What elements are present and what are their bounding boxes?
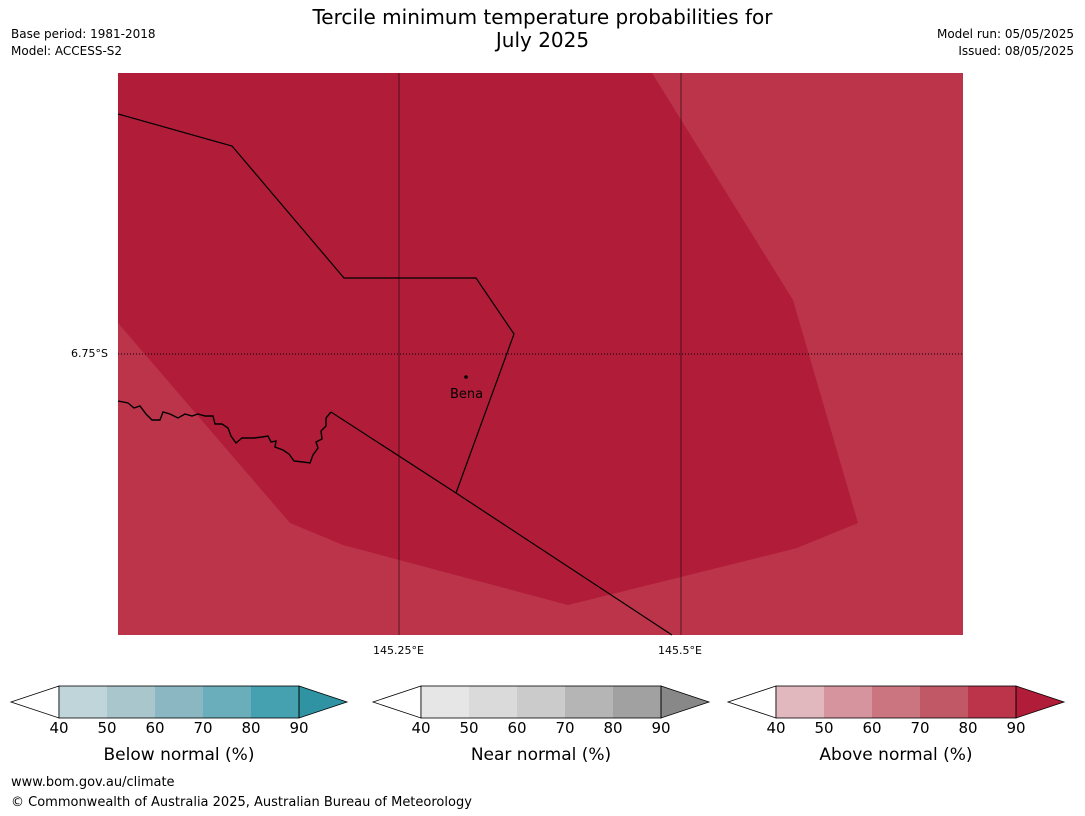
colorbar-near-bin-80-90 (613, 686, 661, 718)
colorbar-below-tick: 70 (193, 719, 213, 737)
colorbar-above-upper-arrow (1015, 685, 1066, 719)
river-boundary-west (117, 400, 332, 464)
colorbar-near-tick: 70 (555, 719, 575, 737)
colorbar-near-outline (420, 685, 662, 719)
colorbar-below-outline (58, 685, 300, 719)
colorbar-above-tick: 40 (766, 719, 786, 737)
colorbar-above-bin-80-90 (968, 686, 1016, 718)
colorbar-near-tick: 80 (603, 719, 623, 737)
probability-region-80-90 (118, 73, 858, 605)
meta-right: Model run: 05/05/2025 Issued: 08/05/2025 (937, 26, 1074, 60)
colorbar-above-bin-60-70 (872, 686, 920, 718)
province-boundary-north (117, 113, 515, 494)
colorbar-above-tick: 60 (862, 719, 882, 737)
colorbar-above-tick: 50 (814, 719, 834, 737)
colorbar-above-lower-arrow (726, 685, 777, 719)
colorbar-above-bin-50-60 (824, 686, 872, 718)
base-period: Base period: 1981-2018 (11, 27, 156, 41)
issued-date: Issued: 08/05/2025 (958, 44, 1074, 58)
colorbar-above-bin-70-80 (920, 686, 968, 718)
colorbar-below-upper-arrow (298, 685, 349, 719)
bena-marker-icon (464, 375, 468, 379)
colorbar-near-bin-60-70 (517, 686, 565, 718)
colorbar-near-title: Near normal (%) (470, 745, 612, 765)
colorbar-above-tick: 80 (958, 719, 978, 737)
colorbar-near-upper-arrow (660, 685, 711, 719)
colorbar-below-tick: 90 (289, 719, 309, 737)
footer-copyright: © Commonwealth of Australia 2025, Austra… (11, 795, 472, 810)
lon-label-145-5: 145.5°E (658, 644, 702, 657)
colorbar-above-normal (726, 685, 1066, 719)
footer-website: www.bom.gov.au/climate (11, 775, 175, 790)
colorbar-above-tick: 90 (1006, 719, 1026, 737)
colorbar-near-tick: 60 (507, 719, 527, 737)
colorbar-near-normal (371, 685, 711, 719)
model-name: Model: ACCESS-S2 (11, 44, 123, 58)
colorbar-below-tick: 50 (97, 719, 117, 737)
place-label-bena: Bena (450, 387, 484, 402)
colorbar-below-normal (9, 685, 349, 719)
lat-label: 6.75°S (71, 347, 108, 360)
colorbar-near-tick: 90 (651, 719, 671, 737)
province-boundary-south (330, 411, 673, 636)
colorbar-below-title: Below normal (%) (103, 745, 255, 765)
colorbar-near-tick: 50 (459, 719, 479, 737)
colorbar-below-bin-40-50 (59, 686, 107, 718)
colorbar-below-lower-arrow (9, 685, 60, 719)
colorbar-below-tick: 40 (49, 719, 69, 737)
colorbar-above-title: Above normal (%) (819, 745, 973, 765)
colorbar-near-bin-70-80 (565, 686, 613, 718)
colorbar-near-bin-40-50 (421, 686, 469, 718)
colorbar-above-tick: 70 (910, 719, 930, 737)
colorbar-above-outline (775, 685, 1017, 719)
colorbar-near-bin-50-60 (469, 686, 517, 718)
colorbar-below-bin-70-80 (203, 686, 251, 718)
colorbar-below-bin-60-70 (155, 686, 203, 718)
colorbar-below-bin-80-90 (251, 686, 299, 718)
colorbar-below-tick: 60 (145, 719, 165, 737)
colorbar-below-tick: 80 (241, 719, 261, 737)
lon-label-145-25: 145.25°E (373, 644, 424, 657)
colorbar-near-tick: 40 (411, 719, 431, 737)
title-line-2: July 2025 (495, 28, 590, 52)
colorbar-above-bin-40-50 (776, 686, 824, 718)
title-line-1: Tercile minimum temperature probabilitie… (312, 5, 773, 29)
model-run: Model run: 05/05/2025 (936, 27, 1074, 41)
chart-title: Tercile minimum temperature probabilitie… (0, 6, 1085, 52)
meta-left: Base period: 1981-2018 Model: ACCESS-S2 (11, 26, 156, 60)
colorbar-below-bin-50-60 (107, 686, 155, 718)
colorbar-near-lower-arrow (371, 685, 422, 719)
